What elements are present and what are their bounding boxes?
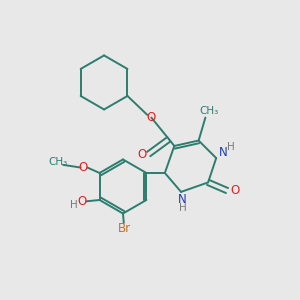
Text: Br: Br: [118, 222, 131, 235]
Text: O: O: [147, 111, 156, 124]
Text: O: O: [230, 184, 239, 197]
Text: O: O: [137, 148, 146, 160]
Text: H: H: [226, 142, 234, 152]
Text: O: O: [77, 195, 87, 208]
Text: H: H: [70, 200, 78, 210]
Text: CH₃: CH₃: [199, 106, 218, 116]
Text: CH₃: CH₃: [48, 157, 67, 167]
Text: N: N: [219, 146, 227, 159]
Text: H: H: [178, 202, 186, 213]
Text: N: N: [178, 193, 187, 206]
Text: O: O: [79, 161, 88, 174]
